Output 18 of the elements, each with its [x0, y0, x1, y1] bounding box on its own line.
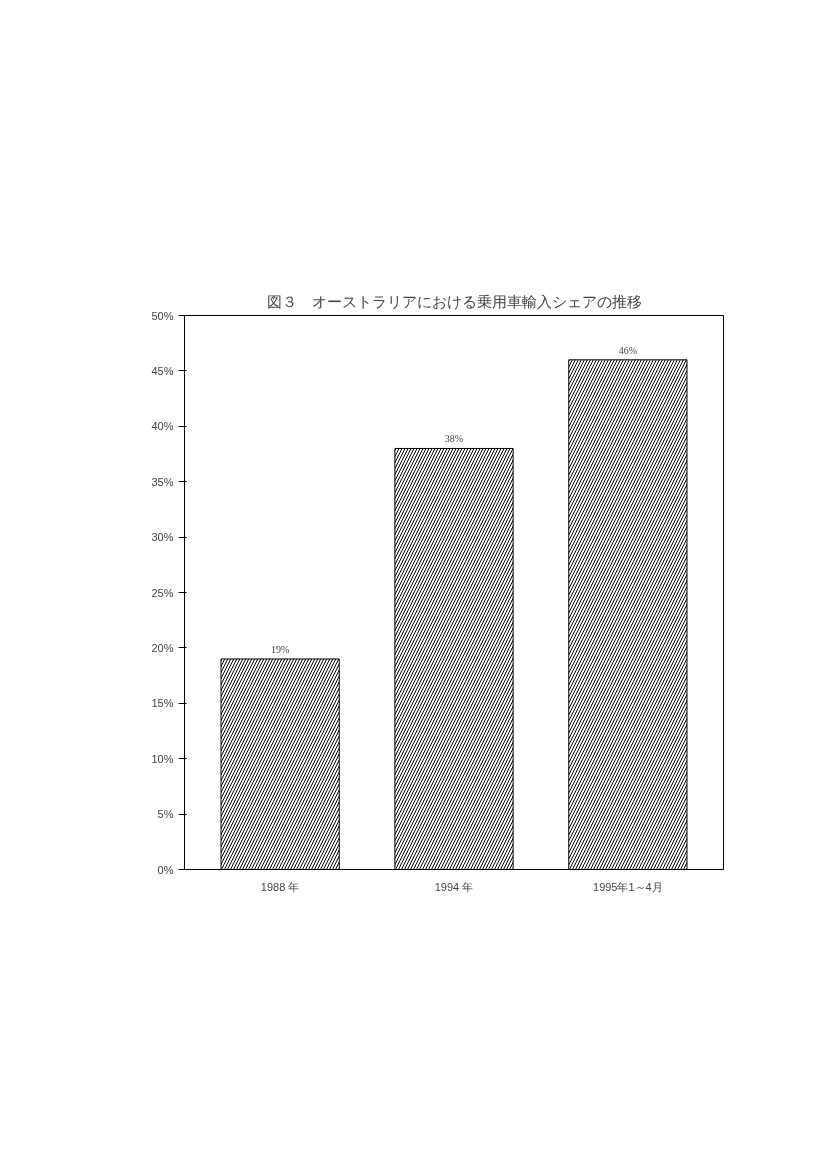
- y-tick-label: 50%: [151, 309, 174, 322]
- y-tick-label: 45%: [151, 364, 174, 377]
- y-tick-label: 0%: [157, 863, 174, 876]
- chart-title: 図３ オーストラリアにおける乗用車輸入シェアの推移: [266, 292, 642, 311]
- x-tick-label: 1994 年: [434, 880, 474, 893]
- y-tick-label: 30%: [151, 531, 174, 544]
- y-tick-label: 40%: [151, 420, 174, 433]
- x-tick-label: 1988 年: [260, 880, 300, 893]
- x-tick-label: 1995年1～4月: [593, 880, 663, 893]
- y-tick-label: 10%: [151, 752, 174, 765]
- y-tick-label: 25%: [151, 586, 174, 599]
- data-label: 19%: [270, 643, 290, 655]
- y-tick-label: 35%: [151, 475, 174, 488]
- data-label: 38%: [444, 433, 464, 445]
- y-tick-label: 5%: [157, 808, 174, 821]
- y-tick-label: 20%: [151, 641, 174, 654]
- data-label: 46%: [618, 344, 638, 356]
- y-tick-label: 15%: [151, 697, 174, 710]
